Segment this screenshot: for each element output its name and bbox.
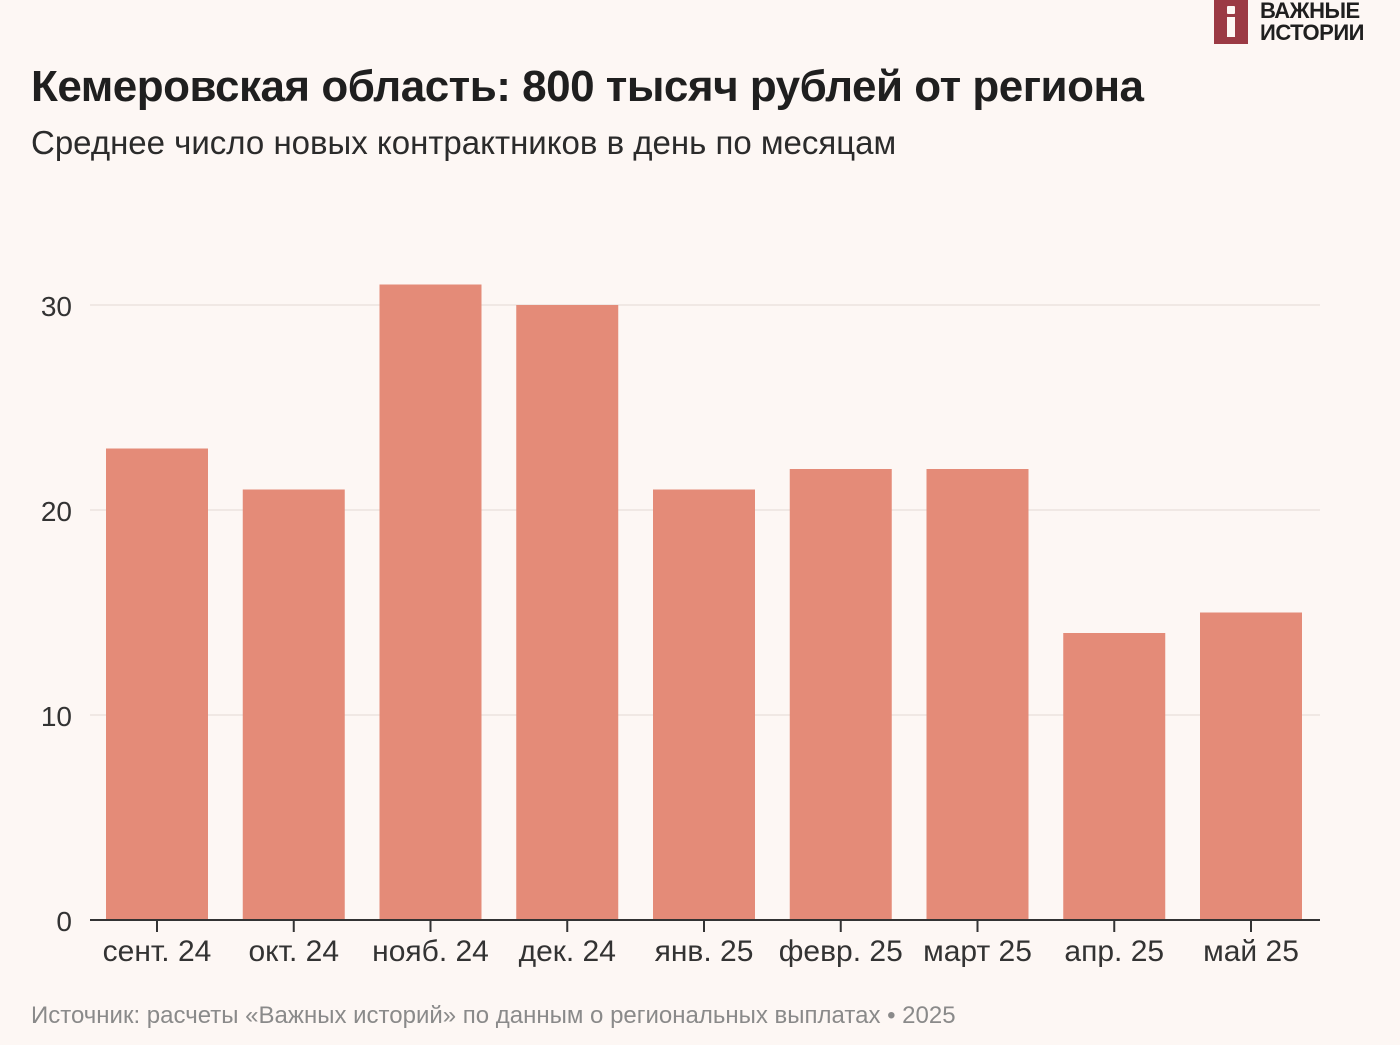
logo-line-2: ИСТОРИИ bbox=[1260, 20, 1364, 45]
chart-subtitle: Среднее число новых контрактников в день… bbox=[31, 124, 897, 161]
x-tick-label: сент. 24 bbox=[103, 935, 212, 968]
x-tick-label: март 25 bbox=[923, 935, 1032, 968]
y-tick-label: 20 bbox=[41, 496, 72, 527]
x-tick-label: нояб. 24 bbox=[372, 935, 489, 968]
bar bbox=[926, 469, 1029, 920]
logo-i-icon bbox=[1214, 0, 1248, 44]
bar bbox=[106, 448, 208, 920]
bar bbox=[516, 305, 619, 920]
x-tick-label: дек. 24 bbox=[519, 935, 616, 968]
bar bbox=[653, 489, 755, 920]
bar bbox=[1063, 633, 1166, 920]
chart-title: Кемеровская область: 800 тысяч рублей от… bbox=[31, 62, 1144, 111]
bar bbox=[242, 489, 345, 920]
y-tick-label: 30 bbox=[41, 291, 72, 322]
x-tick-label: май 25 bbox=[1203, 935, 1299, 968]
logo-text: ВАЖНЫЕ ИСТОРИИ bbox=[1260, 0, 1364, 44]
bar bbox=[789, 469, 892, 920]
bar bbox=[379, 284, 482, 920]
logo: ВАЖНЫЕ ИСТОРИИ bbox=[1214, 0, 1364, 44]
x-tick-label: окт. 24 bbox=[248, 935, 339, 968]
x-tick-label: янв. 25 bbox=[655, 935, 754, 968]
x-tick-label: февр. 25 bbox=[779, 935, 903, 968]
y-tick-label: 0 bbox=[56, 906, 72, 937]
y-tick-label: 10 bbox=[41, 701, 72, 732]
logo-line-1: ВАЖНЫЕ bbox=[1260, 0, 1360, 23]
bar-chart: 0 10 20 30 сент. 24 окт. 24 нояб. 24 дек. 24 янв… bbox=[41, 284, 1320, 968]
x-tick-label: апр. 25 bbox=[1064, 935, 1164, 968]
source-note: Источник: расчеты «Важных историй» по да… bbox=[31, 1002, 956, 1029]
bar bbox=[1200, 612, 1302, 920]
